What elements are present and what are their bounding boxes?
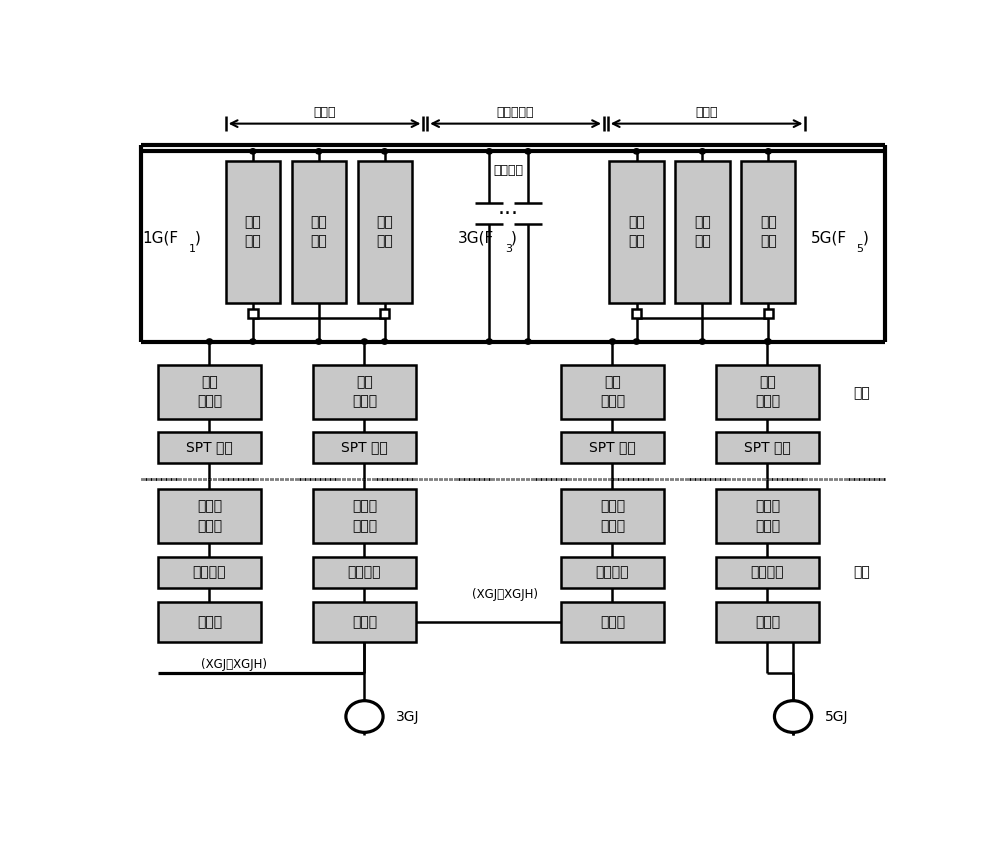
Text: 5G(F: 5G(F (811, 230, 847, 245)
FancyBboxPatch shape (248, 309, 258, 319)
FancyBboxPatch shape (158, 432, 261, 463)
FancyBboxPatch shape (609, 160, 664, 303)
Text: ): ) (863, 230, 869, 245)
Circle shape (346, 701, 383, 733)
Text: 调谐区: 调谐区 (314, 106, 336, 119)
FancyBboxPatch shape (716, 602, 819, 642)
FancyBboxPatch shape (313, 489, 416, 543)
FancyBboxPatch shape (716, 557, 819, 588)
Text: 匹配
变压器: 匹配 变压器 (197, 375, 222, 408)
Text: 1G(F: 1G(F (142, 230, 178, 245)
Circle shape (765, 149, 771, 154)
FancyBboxPatch shape (313, 602, 416, 642)
Text: 调谐
单元: 调谐 单元 (760, 215, 777, 249)
Circle shape (361, 339, 368, 345)
Text: 匹配
变压器: 匹配 变压器 (600, 375, 625, 408)
Text: 电缆模
拟网络: 电缆模 拟网络 (755, 500, 780, 533)
Circle shape (382, 149, 388, 154)
Circle shape (250, 149, 256, 154)
Text: (XGJ、XGJH): (XGJ、XGJH) (200, 658, 266, 671)
Text: 站内防雷: 站内防雷 (596, 566, 629, 579)
Circle shape (765, 339, 771, 345)
Text: 接收器: 接收器 (352, 614, 377, 629)
Text: 3G(F: 3G(F (458, 230, 494, 245)
Text: ): ) (195, 230, 201, 245)
Text: SPT 电缆: SPT 电缆 (744, 440, 791, 454)
FancyBboxPatch shape (561, 364, 664, 418)
Circle shape (250, 339, 256, 345)
FancyBboxPatch shape (561, 602, 664, 642)
Circle shape (699, 339, 705, 345)
FancyBboxPatch shape (561, 489, 664, 543)
FancyBboxPatch shape (313, 432, 416, 463)
Text: SPT 电缆: SPT 电缆 (341, 440, 388, 454)
Text: 空心
线圈: 空心 线圈 (694, 215, 711, 249)
Text: 5GJ: 5GJ (825, 710, 848, 723)
Text: 站内防雷: 站内防雷 (348, 566, 381, 579)
Text: 接收器: 接收器 (755, 614, 780, 629)
FancyBboxPatch shape (716, 489, 819, 543)
FancyBboxPatch shape (764, 309, 773, 319)
Text: 3: 3 (505, 244, 512, 255)
FancyBboxPatch shape (632, 309, 641, 319)
Circle shape (525, 339, 531, 345)
FancyBboxPatch shape (158, 602, 261, 642)
Circle shape (316, 149, 322, 154)
FancyBboxPatch shape (716, 364, 819, 418)
Text: 匹配
变压器: 匹配 变压器 (352, 375, 377, 408)
Text: 主轨道电路: 主轨道电路 (497, 106, 534, 119)
Text: 补偿电容: 补偿电容 (494, 164, 524, 177)
FancyBboxPatch shape (741, 160, 795, 303)
Text: 室内: 室内 (854, 566, 870, 579)
Text: 5: 5 (857, 244, 864, 255)
Text: 3GJ: 3GJ (396, 710, 420, 723)
Text: SPT 电缆: SPT 电缆 (589, 440, 636, 454)
Circle shape (609, 339, 616, 345)
Circle shape (486, 339, 492, 345)
FancyBboxPatch shape (358, 160, 412, 303)
Circle shape (764, 339, 771, 345)
FancyBboxPatch shape (675, 160, 730, 303)
FancyBboxPatch shape (716, 432, 819, 463)
Text: 电缆模
拟网络: 电缆模 拟网络 (600, 500, 625, 533)
Text: 调谐区: 调谐区 (695, 106, 718, 119)
Text: 室外: 室外 (854, 387, 870, 400)
Text: 1: 1 (189, 244, 196, 255)
Circle shape (206, 339, 213, 345)
FancyBboxPatch shape (158, 364, 261, 418)
FancyBboxPatch shape (158, 557, 261, 588)
FancyBboxPatch shape (380, 309, 389, 319)
Text: 发送器: 发送器 (600, 614, 625, 629)
FancyBboxPatch shape (561, 557, 664, 588)
FancyBboxPatch shape (313, 364, 416, 418)
Text: SPT 电缆: SPT 电缆 (186, 440, 233, 454)
Circle shape (525, 149, 531, 154)
Circle shape (774, 701, 812, 733)
Text: 发送器: 发送器 (197, 614, 222, 629)
Text: 调谐
单元: 调谐 单元 (376, 215, 393, 249)
FancyBboxPatch shape (292, 160, 346, 303)
Circle shape (486, 149, 492, 154)
Text: 空心
线圈: 空心 线圈 (310, 215, 327, 249)
Text: 站内防雷: 站内防雷 (193, 566, 226, 579)
Text: 电缆模
拟网络: 电缆模 拟网络 (197, 500, 222, 533)
FancyBboxPatch shape (226, 160, 280, 303)
Circle shape (316, 339, 322, 345)
FancyBboxPatch shape (313, 557, 416, 588)
Circle shape (382, 339, 388, 345)
FancyBboxPatch shape (561, 432, 664, 463)
Text: ): ) (511, 230, 517, 245)
Text: 调谐
单元: 调谐 单元 (628, 215, 645, 249)
Circle shape (633, 339, 640, 345)
Text: 站内防雷: 站内防雷 (751, 566, 784, 579)
Text: (XGJ、XGJH): (XGJ、XGJH) (472, 588, 538, 601)
Text: 电缆模
拟网络: 电缆模 拟网络 (352, 500, 377, 533)
Text: ···: ··· (498, 205, 519, 225)
Circle shape (633, 149, 640, 154)
Text: 匹配
变压器: 匹配 变压器 (755, 375, 780, 408)
Text: 调谐
单元: 调谐 单元 (244, 215, 261, 249)
Circle shape (699, 149, 705, 154)
FancyBboxPatch shape (158, 489, 261, 543)
